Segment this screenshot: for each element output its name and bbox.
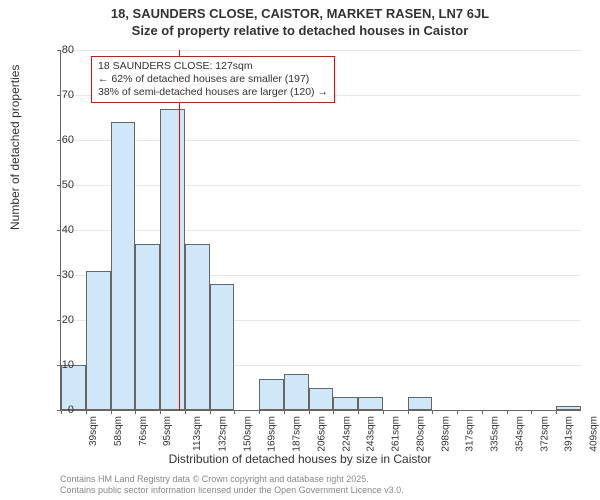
x-tick-label: 391sqm bbox=[564, 416, 575, 452]
histogram-bar bbox=[259, 379, 284, 411]
x-tick bbox=[507, 410, 508, 414]
marker-line bbox=[179, 50, 180, 410]
histogram-bar bbox=[135, 244, 160, 411]
chart-title: 18, SAUNDERS CLOSE, CAISTOR, MARKET RASE… bbox=[0, 0, 600, 40]
x-tick-label: 224sqm bbox=[341, 416, 352, 452]
x-tick bbox=[531, 410, 532, 414]
y-tick-label: 20 bbox=[44, 314, 74, 326]
x-tick-label: 113sqm bbox=[192, 416, 203, 451]
x-tick-label: 372sqm bbox=[539, 416, 550, 452]
plot-area: 39sqm58sqm76sqm95sqm113sqm132sqm150sqm16… bbox=[60, 50, 581, 411]
x-tick bbox=[408, 410, 409, 414]
x-tick bbox=[210, 410, 211, 414]
y-tick-label: 40 bbox=[44, 224, 74, 236]
footer-line-1: Contains HM Land Registry data © Crown c… bbox=[60, 474, 404, 485]
x-tick bbox=[309, 410, 310, 414]
histogram-bar bbox=[358, 397, 383, 411]
gridline bbox=[61, 50, 581, 51]
x-tick-label: 150sqm bbox=[242, 416, 253, 452]
y-tick-label: 70 bbox=[44, 89, 74, 101]
histogram-bar bbox=[185, 244, 210, 411]
footer: Contains HM Land Registry data © Crown c… bbox=[60, 474, 404, 496]
x-tick bbox=[160, 410, 161, 414]
annotation-line-3: 38% of semi-detached houses are larger (… bbox=[98, 86, 328, 99]
x-tick bbox=[358, 410, 359, 414]
gridline bbox=[61, 140, 581, 141]
title-line-2: Size of property relative to detached ho… bbox=[0, 23, 600, 40]
gridline bbox=[61, 185, 581, 186]
x-tick-label: 317sqm bbox=[465, 416, 476, 452]
y-tick-label: 80 bbox=[44, 44, 74, 56]
y-tick-label: 10 bbox=[44, 359, 74, 371]
x-tick-label: 95sqm bbox=[162, 416, 173, 446]
histogram-bar bbox=[556, 406, 581, 411]
y-tick-label: 0 bbox=[44, 404, 74, 416]
x-tick-label: 187sqm bbox=[292, 416, 303, 452]
histogram-bar bbox=[309, 388, 334, 411]
x-tick-label: 298sqm bbox=[440, 416, 451, 452]
annotation-line-2: ← 62% of detached houses are smaller (19… bbox=[98, 73, 328, 86]
y-axis-label: Number of detached properties bbox=[8, 65, 22, 230]
x-tick bbox=[383, 410, 384, 414]
footer-line-2: Contains public sector information licen… bbox=[60, 485, 404, 496]
x-tick-label: 39sqm bbox=[88, 416, 99, 446]
x-tick bbox=[234, 410, 235, 414]
x-tick bbox=[135, 410, 136, 414]
x-tick-label: 76sqm bbox=[138, 416, 149, 446]
x-tick-label: 58sqm bbox=[113, 416, 124, 446]
histogram-bar bbox=[111, 122, 136, 410]
histogram-bar bbox=[160, 109, 185, 411]
x-tick-label: 169sqm bbox=[267, 416, 278, 452]
x-tick-label: 261sqm bbox=[391, 416, 402, 452]
histogram-bar bbox=[86, 271, 111, 411]
x-tick bbox=[482, 410, 483, 414]
x-tick bbox=[111, 410, 112, 414]
x-tick bbox=[333, 410, 334, 414]
histogram-bar bbox=[210, 284, 235, 410]
histogram-bar bbox=[333, 397, 358, 411]
histogram-bar bbox=[284, 374, 309, 410]
x-tick bbox=[259, 410, 260, 414]
x-tick-label: 243sqm bbox=[366, 416, 377, 452]
x-tick-label: 132sqm bbox=[217, 416, 228, 452]
x-tick-label: 354sqm bbox=[515, 416, 526, 452]
x-tick-label: 409sqm bbox=[589, 416, 600, 452]
marker-annotation: 18 SAUNDERS CLOSE: 127sqm ← 62% of detac… bbox=[91, 56, 335, 103]
annotation-line-1: 18 SAUNDERS CLOSE: 127sqm bbox=[98, 60, 328, 73]
x-tick bbox=[457, 410, 458, 414]
y-tick-label: 50 bbox=[44, 179, 74, 191]
x-tick bbox=[556, 410, 557, 414]
title-line-1: 18, SAUNDERS CLOSE, CAISTOR, MARKET RASE… bbox=[0, 6, 600, 23]
x-tick bbox=[284, 410, 285, 414]
x-tick-label: 335sqm bbox=[490, 416, 501, 452]
gridline bbox=[61, 230, 581, 231]
histogram-bar bbox=[408, 397, 433, 411]
x-tick-label: 280sqm bbox=[415, 416, 426, 452]
x-tick-label: 206sqm bbox=[316, 416, 327, 452]
chart-container: 18, SAUNDERS CLOSE, CAISTOR, MARKET RASE… bbox=[0, 0, 600, 500]
x-axis-label: Distribution of detached houses by size … bbox=[0, 452, 600, 466]
y-tick-label: 30 bbox=[44, 269, 74, 281]
x-tick bbox=[185, 410, 186, 414]
x-tick bbox=[86, 410, 87, 414]
x-tick bbox=[432, 410, 433, 414]
y-tick-label: 60 bbox=[44, 134, 74, 146]
